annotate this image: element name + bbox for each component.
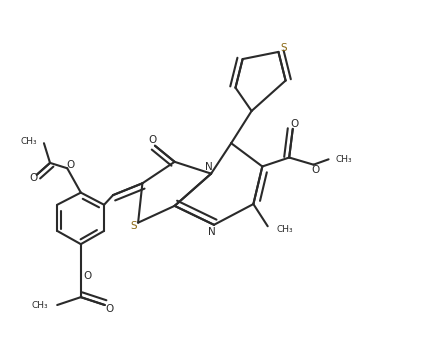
Text: O: O — [66, 160, 74, 170]
Text: O: O — [105, 304, 113, 314]
Text: CH₃: CH₃ — [32, 300, 48, 310]
Text: O: O — [148, 135, 156, 145]
Text: O: O — [83, 271, 92, 281]
Text: O: O — [311, 165, 319, 175]
Text: CH₃: CH₃ — [20, 137, 37, 146]
Text: N: N — [208, 227, 216, 237]
Text: CH₃: CH₃ — [336, 155, 352, 164]
Text: S: S — [280, 43, 287, 53]
Text: O: O — [29, 173, 37, 183]
Text: S: S — [131, 221, 137, 231]
Text: O: O — [291, 118, 299, 129]
Text: CH₃: CH₃ — [276, 224, 293, 234]
Text: N: N — [205, 162, 213, 172]
